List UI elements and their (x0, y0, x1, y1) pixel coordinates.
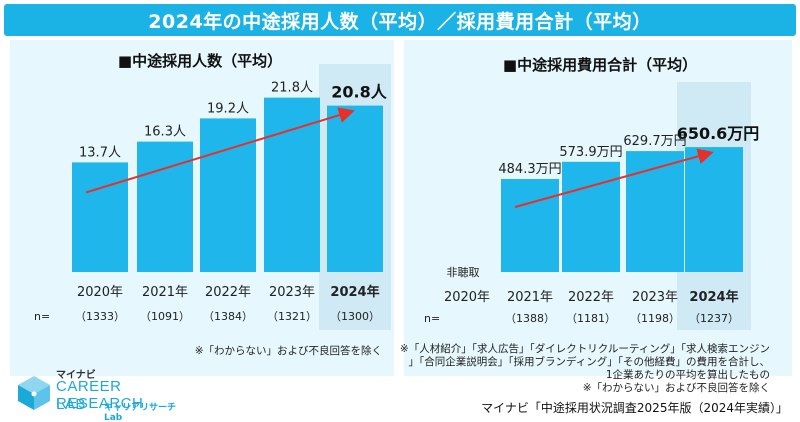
bar-value-label-1-3: 629.7万円 (623, 134, 686, 149)
bar-0-2 (200, 118, 256, 273)
n-value-0-1: （1091） (140, 310, 190, 323)
bar-1-4 (685, 147, 743, 272)
bar-value-label-0-2: 19.2人 (207, 101, 249, 116)
n-value-1-1: （1388） (505, 312, 555, 325)
logo-line2: LAB (56, 396, 86, 413)
chart-note-0: ※「わからない」および不良回答を除く (195, 344, 382, 357)
n-prefix-0: n= (34, 310, 50, 323)
bar-0-0 (72, 162, 128, 272)
year-label-1-0: 2020年 (444, 290, 490, 305)
year-label-0-2: 2022年 (205, 285, 251, 300)
year-label-0-0: 2020年 (77, 285, 123, 300)
bar-0-4 (327, 105, 383, 272)
bar-value-label-1-1: 484.3万円 (498, 162, 561, 177)
bar-1-1 (501, 179, 559, 272)
logo-brand: マイナビ (56, 370, 96, 381)
n-value-1-2: （1181） (566, 312, 616, 325)
chart-title-0: ■中途採用人数（平均） (118, 52, 282, 70)
n-value-1-3: （1198） (630, 312, 680, 325)
logo-line1: CAREER RESEARCH (56, 378, 144, 412)
bar-value-label-0-3: 21.8人 (271, 81, 313, 96)
cube-logo-icon (18, 376, 50, 410)
chart-note-1-2: 1企業あたりの平均を算出したもの (606, 368, 770, 381)
bar-value-label-1-4: 650.6万円 (677, 124, 760, 143)
page-title: 2024年の中途採用人数（平均）／採用費用合計（平均） (4, 4, 796, 36)
year-label-1-4: 2024年 (689, 289, 738, 305)
trend-arrow-1 (514, 148, 714, 208)
bar-value-label-1-2: 573.9万円 (559, 145, 622, 160)
year-label-0-3: 2023年 (269, 285, 315, 300)
n-prefix-1: n= (424, 312, 440, 325)
n-value-0-4: （1300） (330, 310, 380, 323)
bar-value-label-0-1: 16.3人 (144, 125, 186, 140)
chart-note-1-0: ※「人材紹介」「求人広告」「ダイレクトリクルーティング」「求人検索エンジン (400, 342, 770, 355)
bar-1-2 (562, 161, 620, 272)
bar-0-3 (264, 97, 320, 272)
logo-subtitle: キャリアリサーチLab (104, 403, 177, 422)
source-citation: マイナビ「中途採用状況調査2025年版（2024年実績）」 (481, 401, 788, 415)
n-value-0-0: （1333） (75, 310, 125, 323)
bar-0-1 (137, 141, 193, 272)
chart-note-1-1: 」「合同企業説明会」「採用ブランディング」「その他経費」の費用を合計し、 (408, 355, 770, 368)
n-value-0-2: （1384） (203, 310, 253, 323)
missing-label-1-0: 非聴取 (447, 266, 480, 279)
year-label-0-1: 2021年 (142, 285, 188, 300)
bar-value-label-0-0: 13.7人 (79, 145, 121, 160)
chart-title-1: ■中途採用費用合計（平均） (503, 56, 697, 74)
year-label-1-1: 2021年 (507, 290, 553, 305)
n-value-1-4: （1237） (689, 312, 739, 325)
bar-1-3 (626, 151, 684, 272)
chart-note-1-3: ※「わからない」および不良回答を除く (583, 381, 770, 394)
n-value-0-3: （1321） (267, 310, 317, 323)
trend-arrow-0 (85, 107, 355, 194)
year-label-0-4: 2024年 (330, 284, 379, 300)
career-research-lab-logo: マイナビ CAREER RESEARCH LAB キャリアリサーチLab (8, 366, 188, 422)
year-label-1-2: 2022年 (568, 290, 614, 305)
year-label-1-3: 2023年 (632, 290, 678, 305)
bar-value-label-0-4: 20.8人 (331, 83, 387, 102)
